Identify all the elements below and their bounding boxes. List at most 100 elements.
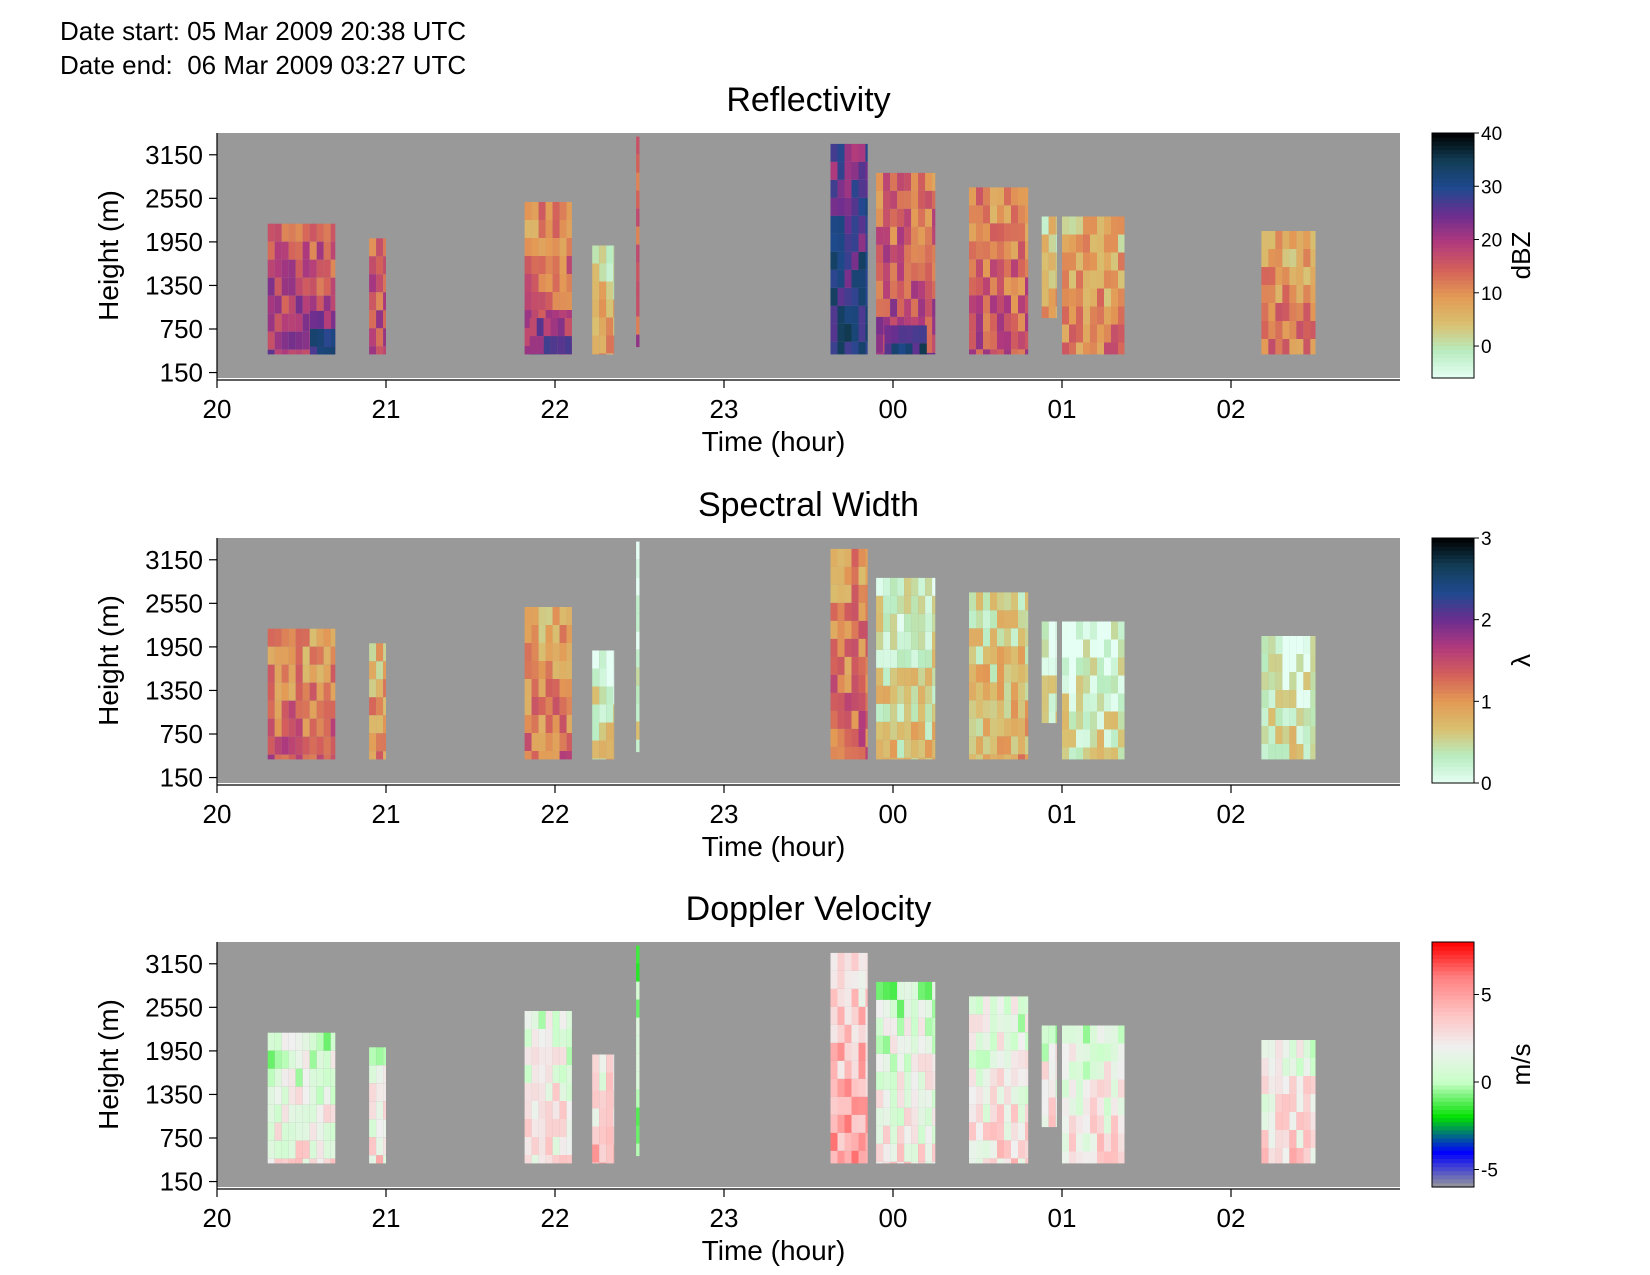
echo-cell	[844, 602, 852, 621]
echo-cell	[309, 277, 317, 296]
echo-cell	[599, 668, 607, 687]
plot-area	[217, 133, 1400, 378]
echo-cell	[911, 631, 919, 650]
echo-cell	[925, 244, 933, 263]
echo-cell	[858, 233, 866, 252]
echo-cell	[858, 1024, 866, 1043]
colorbar-segment	[1432, 603, 1474, 609]
colorbar-segment	[1432, 202, 1474, 208]
echo-cell	[969, 1086, 976, 1105]
echo-cell	[865, 197, 868, 216]
echo-cell	[323, 1140, 331, 1159]
echo-cell	[1104, 1025, 1111, 1044]
echo-cell	[531, 625, 539, 643]
echo-cell	[369, 1065, 377, 1084]
echo-cell	[599, 722, 607, 741]
echo-cell	[538, 733, 546, 751]
echo-cell	[376, 1137, 384, 1156]
echo-cell	[267, 223, 275, 242]
colorbar-segment	[1432, 1182, 1474, 1188]
echo-cell	[538, 1119, 546, 1137]
echo-cell	[830, 1096, 838, 1115]
echo-cell	[865, 161, 868, 180]
echo-cell	[858, 341, 866, 355]
echo-cell	[274, 1140, 282, 1159]
echo-cell	[383, 715, 386, 734]
colorbar-segment	[1432, 1174, 1474, 1180]
echo-cell	[969, 1068, 976, 1087]
echo-cell	[1004, 223, 1011, 242]
echo-cell	[636, 1071, 640, 1090]
echo-cell	[983, 295, 990, 314]
echo-cell	[1097, 342, 1104, 355]
echo-cell	[302, 682, 310, 701]
echo-cell	[1069, 1133, 1076, 1152]
echo-cell	[524, 661, 532, 679]
echo-cell	[932, 316, 936, 335]
echo-cell	[890, 1053, 898, 1072]
colorbar-segment	[1432, 214, 1474, 220]
echo-cell	[317, 328, 324, 347]
echo-cell	[1296, 1112, 1304, 1130]
echo-cell	[330, 295, 336, 314]
echo-cell	[911, 244, 919, 263]
echo-cell	[918, 999, 926, 1018]
echo-cell	[531, 238, 539, 256]
echo-cell	[267, 1068, 275, 1087]
echo-cell	[295, 1122, 303, 1141]
echo-cell	[932, 1089, 936, 1108]
echo-cell	[1268, 1058, 1276, 1076]
x-tick-label: 20	[203, 1203, 232, 1233]
echo-cell	[1083, 252, 1090, 271]
echo-cell	[976, 754, 983, 760]
echo-cell	[1048, 216, 1056, 235]
y-tick-label: 2550	[145, 183, 203, 213]
echo-column-1	[267, 1032, 336, 1164]
echo-cell	[1004, 205, 1011, 224]
echo-cell	[1310, 1094, 1316, 1112]
echo-cell	[524, 1029, 532, 1047]
echo-cell	[1289, 1094, 1297, 1112]
echo-column-8	[969, 996, 1029, 1164]
echo-cell	[309, 1158, 317, 1164]
echo-cell	[983, 610, 990, 629]
echo-cell	[890, 1161, 898, 1164]
echo-cell	[309, 1032, 317, 1051]
echo-cell	[1289, 708, 1297, 726]
echo-cell	[1076, 693, 1083, 712]
colorbar-segment	[1432, 672, 1474, 678]
echo-cell	[904, 631, 912, 650]
echo-cell	[883, 244, 891, 263]
colorbar-segment	[1432, 235, 1474, 240]
echo-cell	[851, 215, 859, 234]
echo-cell	[538, 1083, 546, 1101]
echo-cell	[1041, 306, 1049, 319]
echo-cell	[904, 667, 912, 686]
echo-cell	[883, 595, 891, 614]
echo-cell	[830, 952, 838, 971]
echo-cell	[295, 241, 303, 260]
echo-cell	[851, 566, 859, 585]
colorbar-segment	[1432, 758, 1474, 764]
colorbar-segment	[1432, 721, 1474, 727]
echo-column-9	[1041, 1025, 1057, 1128]
echo-cell	[316, 223, 324, 242]
echo-cell	[925, 316, 933, 335]
echo-cell	[531, 1047, 539, 1065]
echo-cell	[559, 274, 567, 292]
echo-cell	[932, 1143, 936, 1162]
echo-cell	[904, 172, 912, 191]
echo-cell	[302, 295, 310, 314]
echo-cell	[613, 281, 615, 300]
echo-cell	[983, 1068, 990, 1087]
echo-cell	[636, 1017, 640, 1036]
echo-cell	[295, 1086, 303, 1105]
echo-cell	[983, 241, 990, 260]
echo-cell	[545, 697, 553, 715]
echo-cell	[1090, 324, 1097, 343]
echo-cell	[552, 643, 560, 661]
echo-cell	[990, 223, 997, 242]
echo-cell	[552, 661, 560, 679]
echo-cell	[911, 703, 919, 722]
colorbar-segment	[1432, 296, 1474, 302]
